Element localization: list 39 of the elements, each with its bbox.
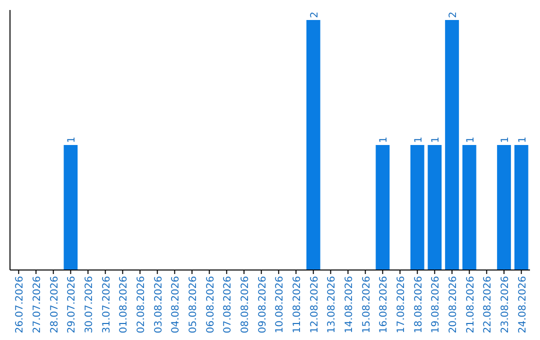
x-tick-label: 28.07.2026 bbox=[49, 276, 60, 334]
x-tick-label: 01.08.2026 bbox=[118, 276, 130, 334]
x-tick-label: 26.07.2026 bbox=[14, 276, 26, 334]
x-tick-label: 15.08.2026 bbox=[361, 276, 372, 334]
x-tick-label: 13.08.2026 bbox=[326, 276, 338, 334]
x-tick-label: 17.08.2026 bbox=[396, 276, 407, 334]
x-tick-label: 16.08.2026 bbox=[378, 276, 390, 334]
x-tick-label: 05.08.2026 bbox=[188, 276, 199, 334]
x-tick-label: 14.08.2026 bbox=[344, 276, 355, 334]
x-tick-label: 20.08.2026 bbox=[448, 276, 459, 334]
x-tick-label: 24.08.2026 bbox=[517, 276, 528, 334]
data-label: 1 bbox=[500, 136, 511, 143]
data-label: 1 bbox=[66, 136, 78, 143]
x-tick-label: 19.08.2026 bbox=[430, 276, 442, 334]
x-tick-label: 11.08.2026 bbox=[292, 276, 303, 334]
data-label: 2 bbox=[309, 12, 320, 18]
x-tick-label: 10.08.2026 bbox=[274, 276, 286, 334]
x-tick-label: 07.08.2026 bbox=[222, 276, 234, 334]
data-label: 1 bbox=[517, 136, 528, 143]
x-tick-label: 23.08.2026 bbox=[500, 276, 511, 334]
x-tick-label: 02.08.2026 bbox=[136, 276, 147, 334]
data-label: 1 bbox=[378, 136, 390, 143]
x-tick-label: 31.07.2026 bbox=[101, 276, 112, 334]
x-tick-label: 21.08.2026 bbox=[465, 276, 476, 334]
x-tick-label: 08.08.2026 bbox=[240, 276, 251, 334]
x-tick-label: 27.07.2026 bbox=[32, 276, 43, 334]
data-label: 1 bbox=[465, 136, 476, 143]
x-tick-label: 06.08.2026 bbox=[205, 276, 216, 334]
x-tick-label: 09.08.2026 bbox=[257, 276, 268, 334]
x-tick-label: 12.08.2026 bbox=[309, 276, 320, 334]
x-tick-label: 22.08.2026 bbox=[482, 276, 494, 334]
data-label: 2 bbox=[448, 12, 459, 18]
x-tick-label: 30.07.2026 bbox=[84, 276, 95, 334]
data-label: 1 bbox=[430, 136, 442, 143]
x-tick-label: 04.08.2026 bbox=[170, 276, 182, 334]
x-tick-label: 18.08.2026 bbox=[413, 276, 424, 334]
data-label: 1 bbox=[413, 136, 424, 143]
x-tick-label: 03.08.2026 bbox=[153, 276, 164, 334]
x-tick-label: 29.07.2026 bbox=[66, 276, 78, 334]
